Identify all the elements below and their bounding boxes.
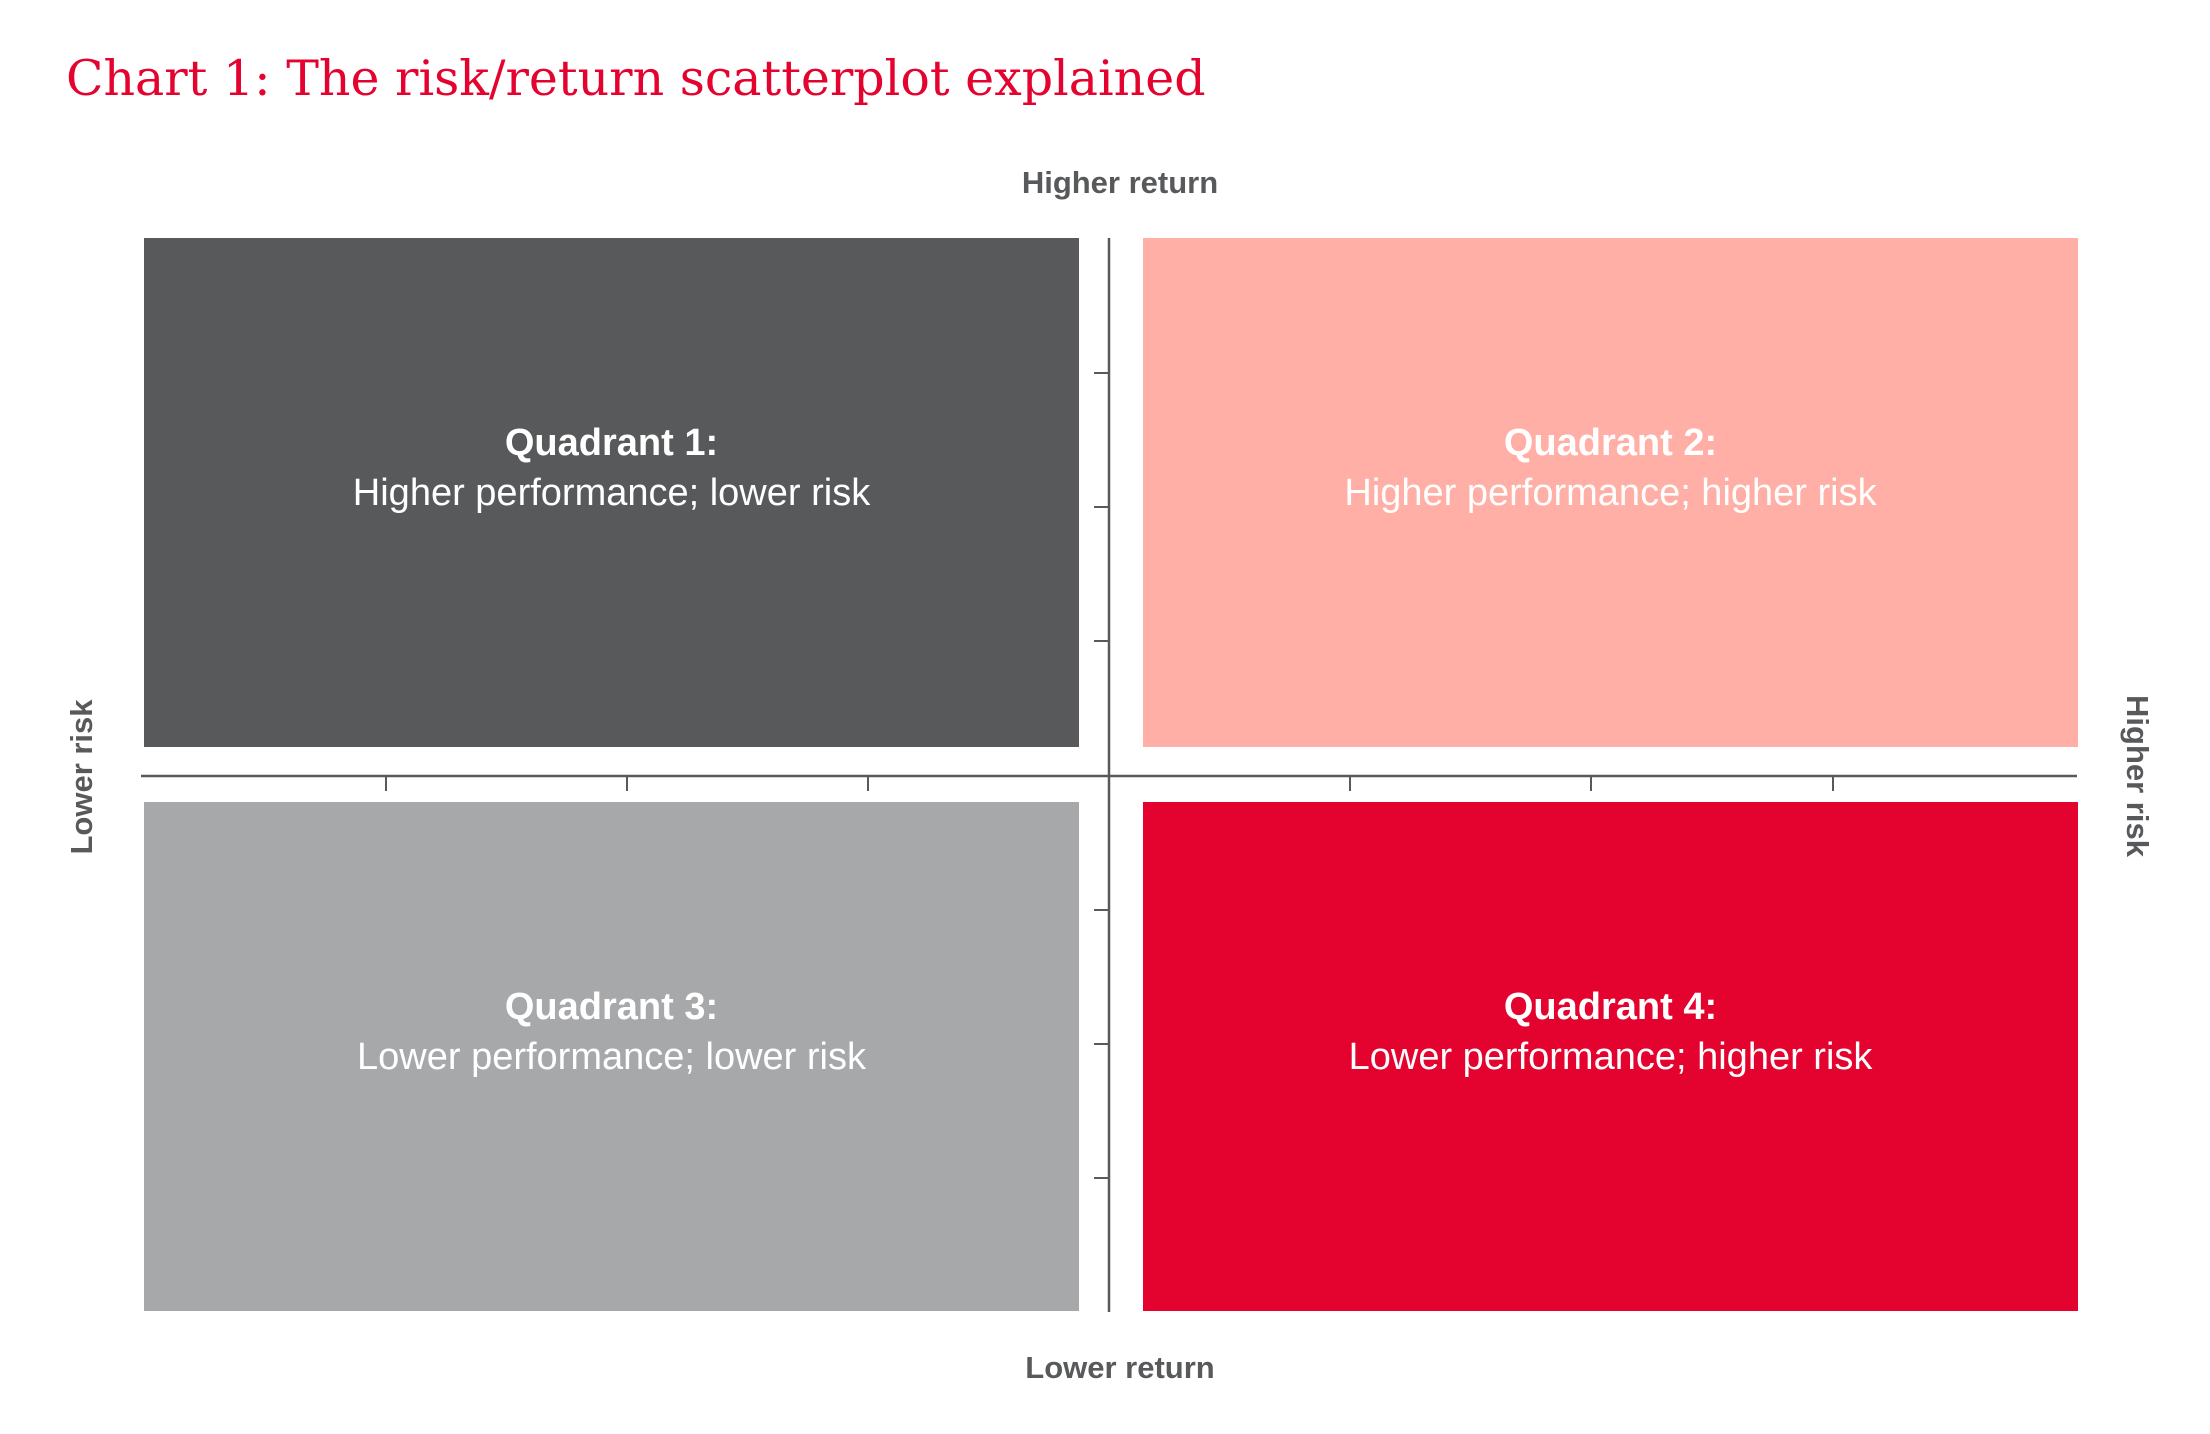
quadrant-1-description: Higher performance; lower risk [352, 471, 871, 514]
quadrant-1-heading: Quadrant 1: [504, 421, 719, 464]
quadrant-4-description: Lower performance; higher risk [1348, 1035, 1873, 1078]
quadrant-4-heading: Quadrant 4: [1503, 985, 1718, 1028]
axis-label-lower-return: Lower return [1025, 1350, 1215, 1385]
quadrant-3-heading: Quadrant 3: [504, 985, 719, 1028]
horizontal-ticks [385, 776, 1834, 791]
quadrant-2-description: Higher performance; higher risk [1344, 471, 1877, 514]
quadrant-2: Quadrant 2: Higher performance; higher r… [1143, 238, 2078, 747]
axis-label-higher-return: Higher return [1021, 165, 1219, 200]
quadrant-1: Quadrant 1: Higher performance; lower ri… [144, 238, 1079, 747]
quadrant-3: Quadrant 3: Lower performance; lower ris… [144, 802, 1079, 1311]
quadrant-4: Quadrant 4: Lower performance; higher ri… [1143, 802, 2078, 1311]
quadrant-2-heading: Quadrant 2: [1503, 421, 1718, 464]
vertical-ticks [1094, 372, 1109, 1179]
quadrant-3-description: Lower performance; lower risk [357, 1035, 866, 1078]
chart-title: Chart 1: The risk/return scatterplot exp… [66, 50, 1206, 107]
